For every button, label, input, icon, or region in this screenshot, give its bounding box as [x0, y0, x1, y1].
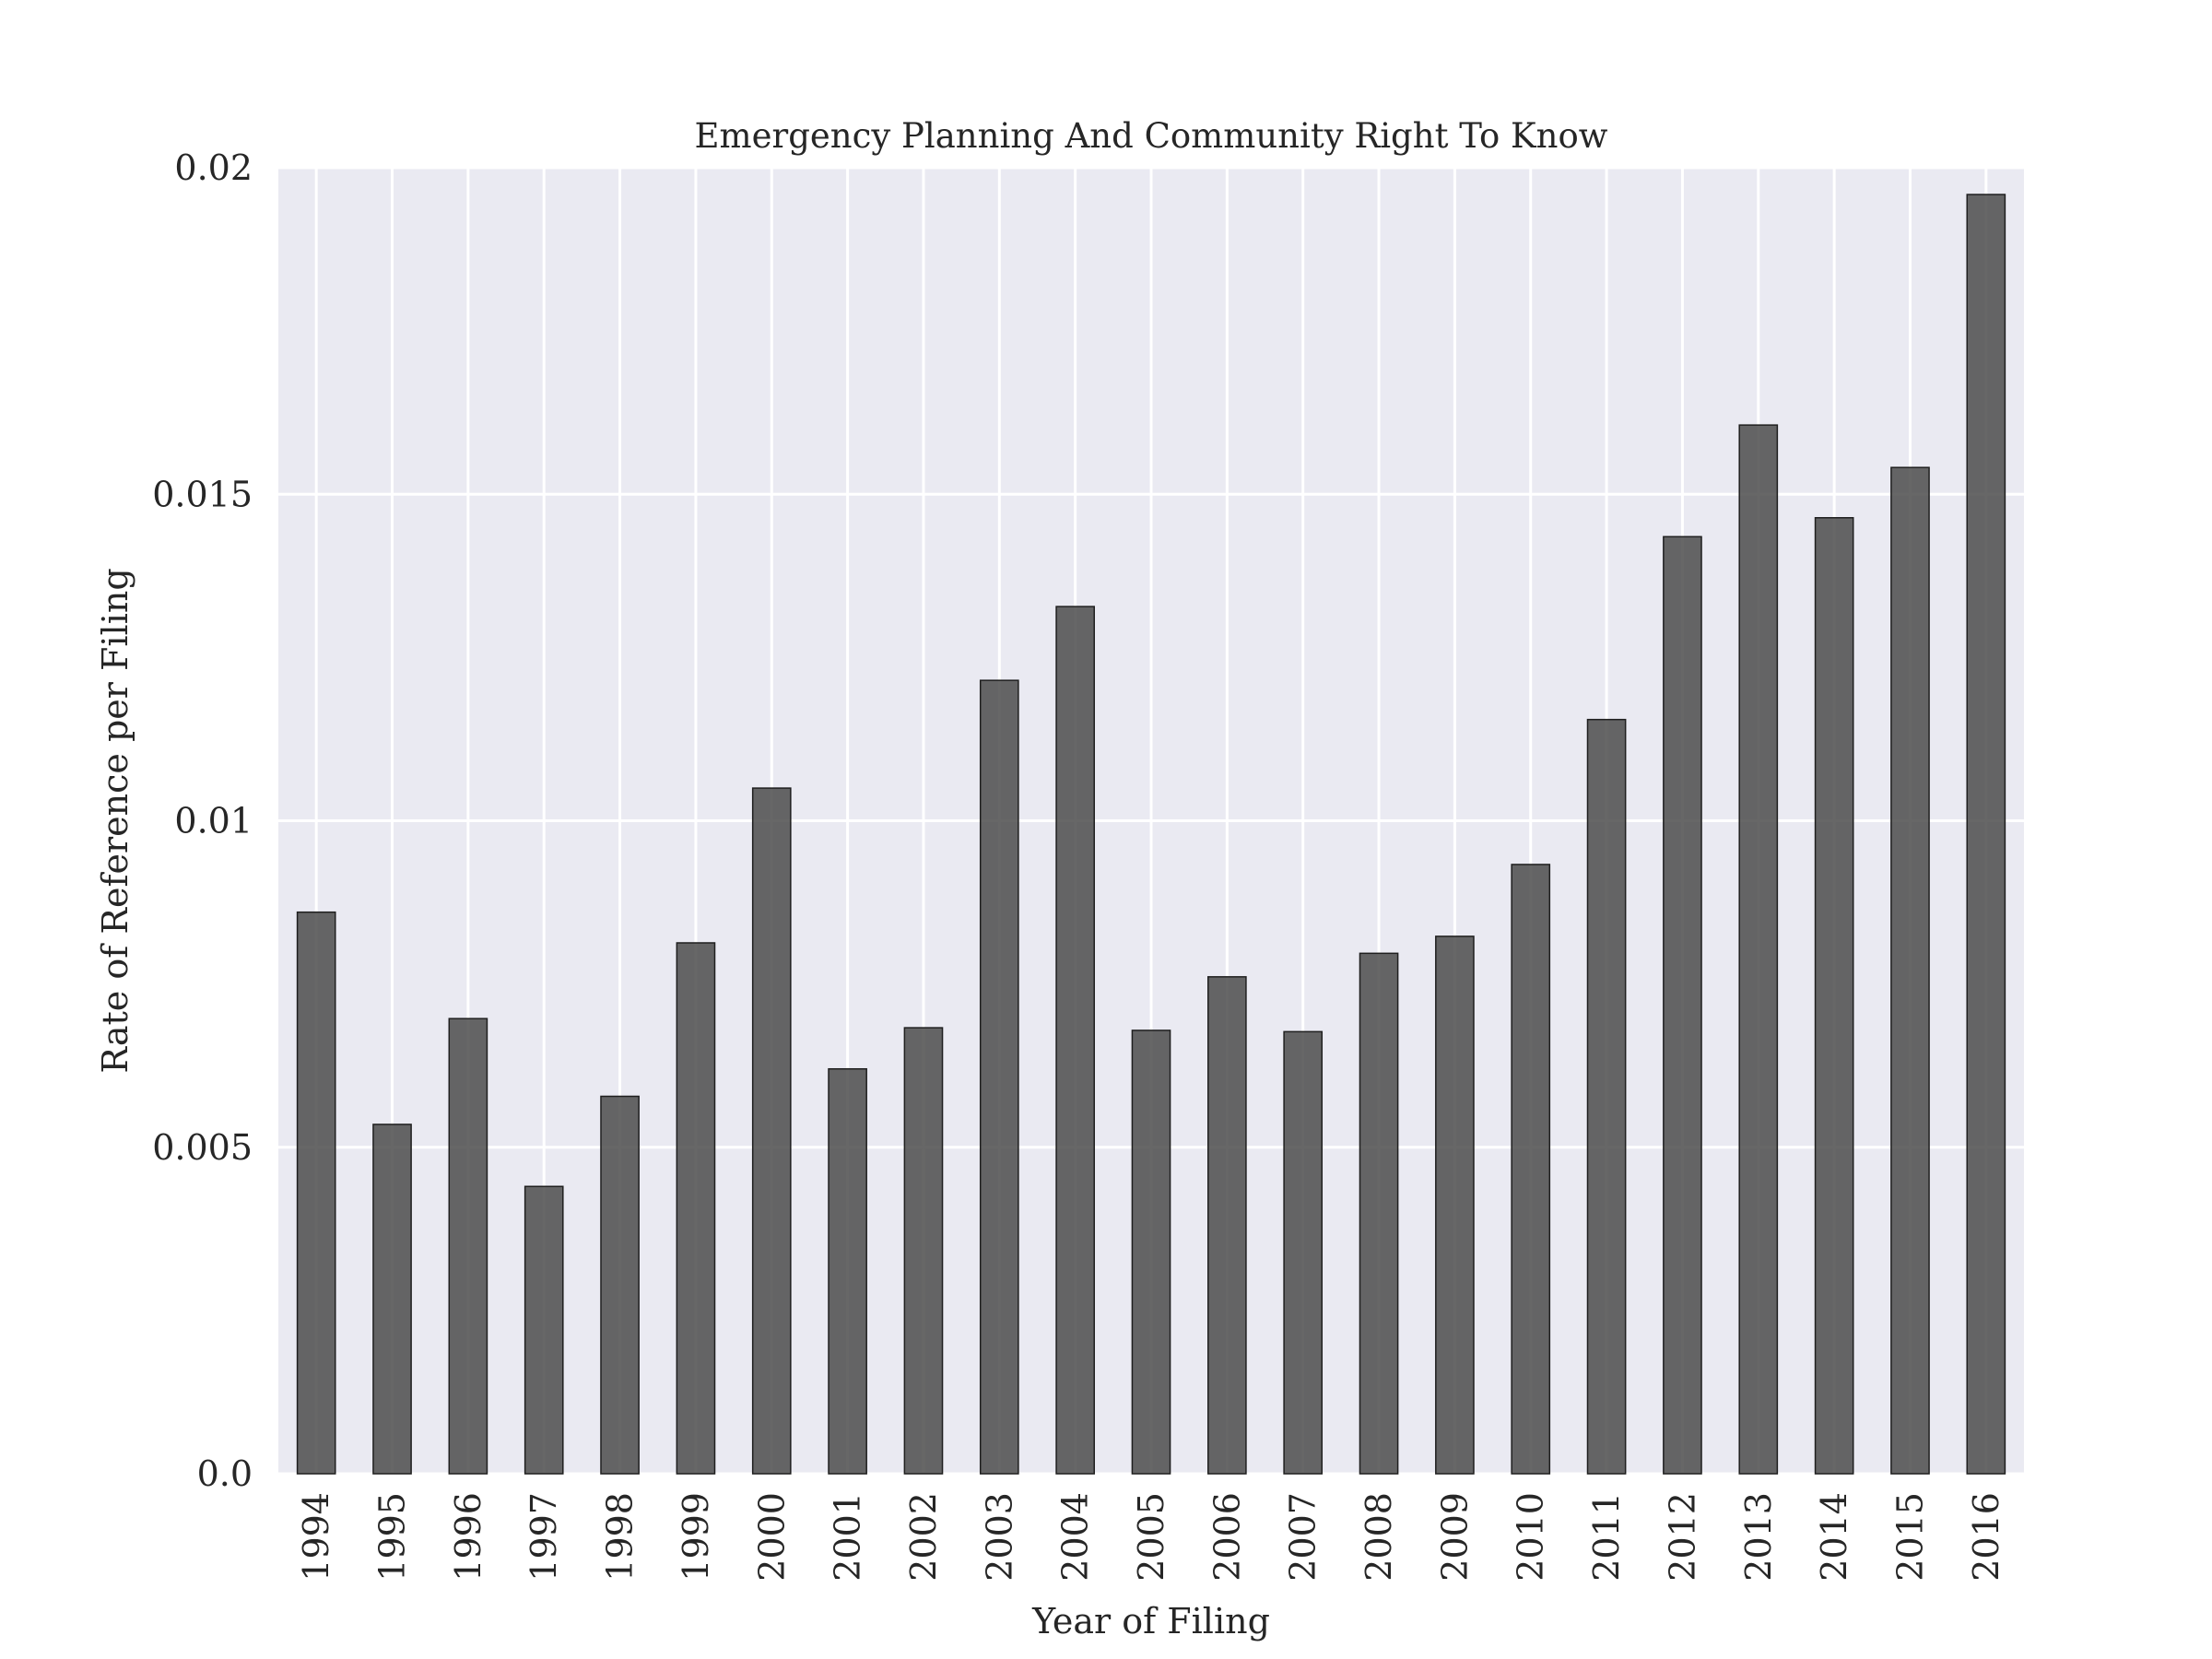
bar-2011 — [1586, 718, 1627, 1475]
y-tick-label: 0.005 — [152, 1127, 253, 1168]
y-tick-label: 0.01 — [174, 801, 253, 841]
x-tick-label: 2003 — [979, 1492, 1019, 1582]
bar-2009 — [1435, 935, 1475, 1475]
x-tick-label: 2005 — [1131, 1492, 1171, 1582]
x-tick-label: 2016 — [1966, 1492, 2006, 1582]
x-tick-labels: 1994 1995 1996 1997 1998 1999 2000 2001 2002 2003… — [296, 1492, 2006, 1582]
x-tick-label: 2015 — [1889, 1492, 1930, 1582]
y-tick-label: 0.02 — [174, 147, 253, 188]
bar-2015 — [1890, 466, 1930, 1475]
chart-title: Emergency Planning And Community Right T… — [695, 116, 1608, 156]
x-tick-label: 2002 — [903, 1492, 944, 1582]
x-tick-label: 2001 — [828, 1492, 868, 1582]
bar-2000 — [751, 787, 792, 1475]
x-tick-label: 2007 — [1283, 1492, 1324, 1582]
bar-2007 — [1283, 1030, 1324, 1475]
bar-2006 — [1207, 976, 1247, 1475]
x-tick-label: 1998 — [600, 1492, 641, 1582]
x-tick-label: 1994 — [296, 1492, 336, 1582]
x-tick-label: 2012 — [1662, 1492, 1702, 1582]
x-tick-label: 2011 — [1586, 1492, 1627, 1582]
x-tick-label: 2008 — [1359, 1492, 1399, 1582]
x-tick-label: 2014 — [1814, 1492, 1854, 1582]
y-tick-label: 0.015 — [152, 474, 253, 514]
bar-2014 — [1814, 517, 1854, 1475]
bar-2002 — [903, 1027, 944, 1475]
bar-2012 — [1663, 535, 1702, 1475]
bar-2013 — [1738, 424, 1779, 1475]
x-axis-title: Year of Filing — [1031, 1601, 1270, 1641]
bar-1999 — [676, 942, 716, 1475]
x-tick-label: 2004 — [1055, 1492, 1096, 1582]
bar-2005 — [1131, 1030, 1171, 1475]
bar-2001 — [828, 1067, 867, 1475]
x-tick-label: 2000 — [751, 1492, 792, 1582]
x-tick-label: 1997 — [524, 1492, 564, 1582]
bar-2008 — [1359, 952, 1399, 1475]
bar-1997 — [524, 1185, 564, 1475]
bar-2004 — [1055, 606, 1095, 1475]
bar-1996 — [448, 1018, 488, 1475]
x-tick-label: 1995 — [372, 1492, 413, 1582]
y-axis-title: Rate of Reference per Filing — [95, 568, 135, 1073]
x-tick-label: 1996 — [448, 1492, 488, 1582]
bars — [296, 194, 2006, 1475]
bar-2016 — [1966, 194, 2006, 1475]
x-tick-label: 1999 — [676, 1492, 716, 1582]
x-tick-label: 2006 — [1206, 1492, 1247, 1582]
bar-2003 — [979, 679, 1019, 1475]
bar-1998 — [600, 1095, 640, 1475]
bar-1995 — [372, 1124, 412, 1475]
x-tick-label: 2013 — [1738, 1492, 1779, 1582]
bar-1994 — [296, 911, 336, 1475]
x-tick-label: 2010 — [1511, 1492, 1551, 1582]
y-tick-label: 0.0 — [197, 1453, 253, 1494]
x-tick-label: 2009 — [1434, 1492, 1475, 1582]
bar-2010 — [1511, 864, 1551, 1475]
y-tick-labels: 0.0 0.005 0.01 0.015 0.02 — [152, 147, 253, 1494]
